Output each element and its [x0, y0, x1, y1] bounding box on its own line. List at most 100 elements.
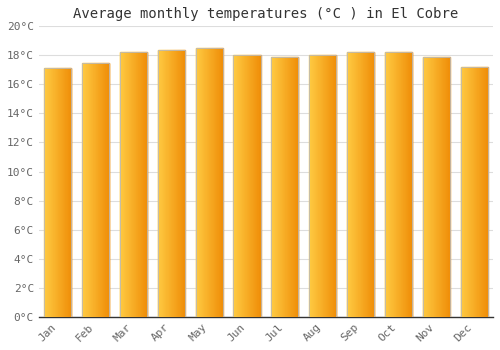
Bar	[310, 55, 312, 317]
Bar	[235, 55, 236, 317]
Bar	[242, 55, 243, 317]
Bar	[282, 57, 283, 317]
Bar	[294, 57, 295, 317]
Bar	[44, 68, 72, 317]
Bar	[92, 63, 93, 317]
Bar	[134, 52, 135, 317]
Bar	[292, 57, 293, 317]
Bar	[436, 57, 437, 317]
Bar	[441, 57, 442, 317]
Bar	[207, 48, 208, 317]
Bar	[159, 49, 160, 317]
Bar	[283, 57, 284, 317]
Bar	[332, 55, 333, 317]
Bar	[200, 48, 201, 317]
Bar	[234, 55, 260, 317]
Bar	[91, 63, 92, 317]
Bar	[144, 52, 145, 317]
Bar	[126, 52, 127, 317]
Bar	[212, 48, 213, 317]
Bar	[370, 52, 371, 317]
Bar	[168, 49, 169, 317]
Bar	[275, 57, 276, 317]
Bar	[108, 63, 109, 317]
Bar	[201, 48, 202, 317]
Bar	[367, 52, 368, 317]
Bar	[161, 49, 162, 317]
Bar	[356, 52, 357, 317]
Bar	[462, 67, 463, 317]
Bar	[486, 67, 487, 317]
Bar	[100, 63, 101, 317]
Bar	[71, 68, 72, 317]
Bar	[127, 52, 128, 317]
Bar	[172, 49, 173, 317]
Bar	[167, 49, 168, 317]
Bar	[68, 68, 69, 317]
Bar	[197, 48, 198, 317]
Bar	[461, 67, 462, 317]
Bar	[479, 67, 480, 317]
Bar	[285, 57, 286, 317]
Bar	[141, 52, 142, 317]
Bar	[130, 52, 132, 317]
Bar	[448, 57, 449, 317]
Bar	[136, 52, 138, 317]
Bar	[250, 55, 251, 317]
Bar	[392, 52, 393, 317]
Bar	[158, 49, 185, 317]
Bar	[271, 57, 298, 317]
Bar	[244, 55, 245, 317]
Bar	[57, 68, 58, 317]
Bar	[257, 55, 258, 317]
Bar	[165, 49, 166, 317]
Bar	[350, 52, 351, 317]
Bar	[469, 67, 470, 317]
Bar	[387, 52, 388, 317]
Bar	[94, 63, 95, 317]
Bar	[287, 57, 288, 317]
Bar	[406, 52, 407, 317]
Bar	[51, 68, 52, 317]
Bar	[166, 49, 167, 317]
Bar	[395, 52, 396, 317]
Bar	[361, 52, 362, 317]
Bar	[84, 63, 85, 317]
Bar	[391, 52, 392, 317]
Bar	[184, 49, 185, 317]
Bar	[90, 63, 91, 317]
Bar	[427, 57, 428, 317]
Bar	[409, 52, 410, 317]
Bar	[124, 52, 126, 317]
Bar	[352, 52, 353, 317]
Bar	[99, 63, 100, 317]
Bar	[180, 49, 181, 317]
Bar	[273, 57, 274, 317]
Bar	[249, 55, 250, 317]
Bar	[433, 57, 434, 317]
Bar	[278, 57, 279, 317]
Bar	[468, 67, 469, 317]
Bar	[213, 48, 214, 317]
Bar	[218, 48, 219, 317]
Bar	[158, 49, 159, 317]
Bar	[353, 52, 354, 317]
Bar	[204, 48, 205, 317]
Bar	[181, 49, 182, 317]
Bar	[45, 68, 46, 317]
Bar	[164, 49, 165, 317]
Bar	[206, 48, 207, 317]
Bar	[390, 52, 391, 317]
Bar	[296, 57, 297, 317]
Bar	[256, 55, 257, 317]
Bar	[52, 68, 53, 317]
Bar	[473, 67, 474, 317]
Bar	[199, 48, 200, 317]
Bar	[198, 48, 199, 317]
Bar	[464, 67, 465, 317]
Bar	[61, 68, 62, 317]
Bar	[120, 52, 147, 317]
Bar	[123, 52, 124, 317]
Bar	[335, 55, 336, 317]
Bar	[403, 52, 404, 317]
